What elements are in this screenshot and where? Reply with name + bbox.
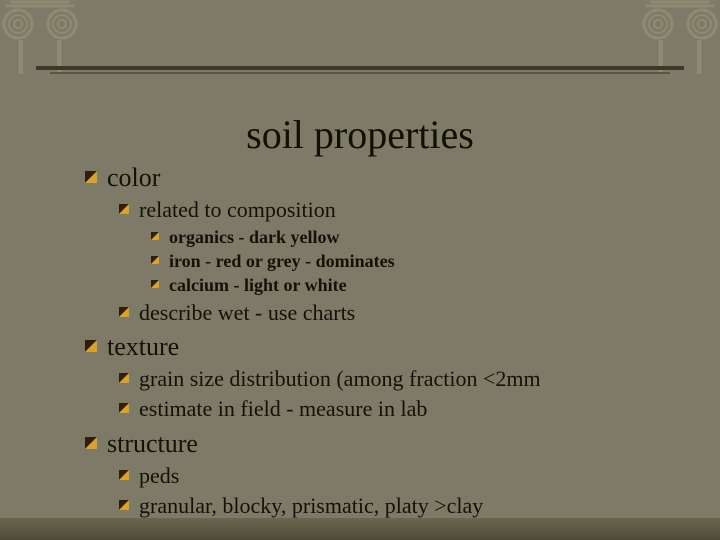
- diamond-bullet-icon: [151, 256, 159, 264]
- bottom-band: [0, 518, 720, 540]
- diamond-bullet-icon: [85, 437, 97, 449]
- ionic-column-left-icon: [0, 0, 80, 75]
- outline-item-lvl3: organics - dark yellow: [151, 225, 670, 249]
- outline-item-lvl2: grain size distribution (among fraction …: [119, 364, 670, 394]
- outline-item-lvl3: calcium - light or white: [151, 273, 670, 297]
- diamond-bullet-icon: [151, 232, 159, 240]
- outline-item-text: related to composition: [139, 197, 336, 222]
- outline-item-text: estimate in field - measure in lab: [139, 396, 427, 421]
- outline-item-lvl3: iron - red or grey - dominates: [151, 249, 670, 273]
- slide-content: color related to composition organics - …: [85, 160, 670, 522]
- outline-item-text: structure: [107, 429, 198, 458]
- outline-item-text: color: [107, 163, 160, 192]
- outline-item-lvl2: related to composition organics - dark y…: [119, 195, 670, 298]
- outline-item-text: peds: [139, 463, 179, 488]
- outline-item-text: texture: [107, 332, 179, 361]
- outline-item-lvl2: describe wet - use charts: [119, 298, 670, 328]
- outline-item-lvl2: estimate in field - measure in lab: [119, 394, 670, 424]
- outline-item-text: iron - red or grey - dominates: [169, 251, 395, 271]
- outline-item-lvl1: color related to composition organics - …: [85, 160, 670, 327]
- outline-item-text: granular, blocky, prismatic, platy >clay: [139, 493, 483, 518]
- diamond-bullet-icon: [151, 280, 159, 288]
- outline-item-text: organics - dark yellow: [169, 227, 340, 247]
- slide: soil properties color related to composi…: [0, 0, 720, 540]
- slide-title: soil properties: [0, 111, 720, 158]
- top-rule: [36, 66, 684, 70]
- outline-item-text: calcium - light or white: [169, 275, 347, 295]
- diamond-bullet-icon: [119, 204, 129, 214]
- outline-item-lvl2: granular, blocky, prismatic, platy >clay: [119, 491, 670, 521]
- diamond-bullet-icon: [119, 307, 129, 317]
- top-rule-thin: [50, 72, 670, 74]
- diamond-bullet-icon: [85, 340, 97, 352]
- diamond-bullet-icon: [119, 500, 129, 510]
- diamond-bullet-icon: [119, 373, 129, 383]
- outline-item-text: describe wet - use charts: [139, 300, 355, 325]
- ionic-column-right-icon: [640, 0, 720, 75]
- outline-item-lvl2: peds: [119, 461, 670, 491]
- outline-item-lvl1: structure peds granular, blocky, prismat…: [85, 426, 670, 520]
- outline-item-lvl1: texture grain size distribution (among f…: [85, 329, 670, 423]
- outline-item-text: grain size distribution (among fraction …: [139, 366, 541, 391]
- diamond-bullet-icon: [85, 171, 97, 183]
- diamond-bullet-icon: [119, 470, 129, 480]
- diamond-bullet-icon: [119, 403, 129, 413]
